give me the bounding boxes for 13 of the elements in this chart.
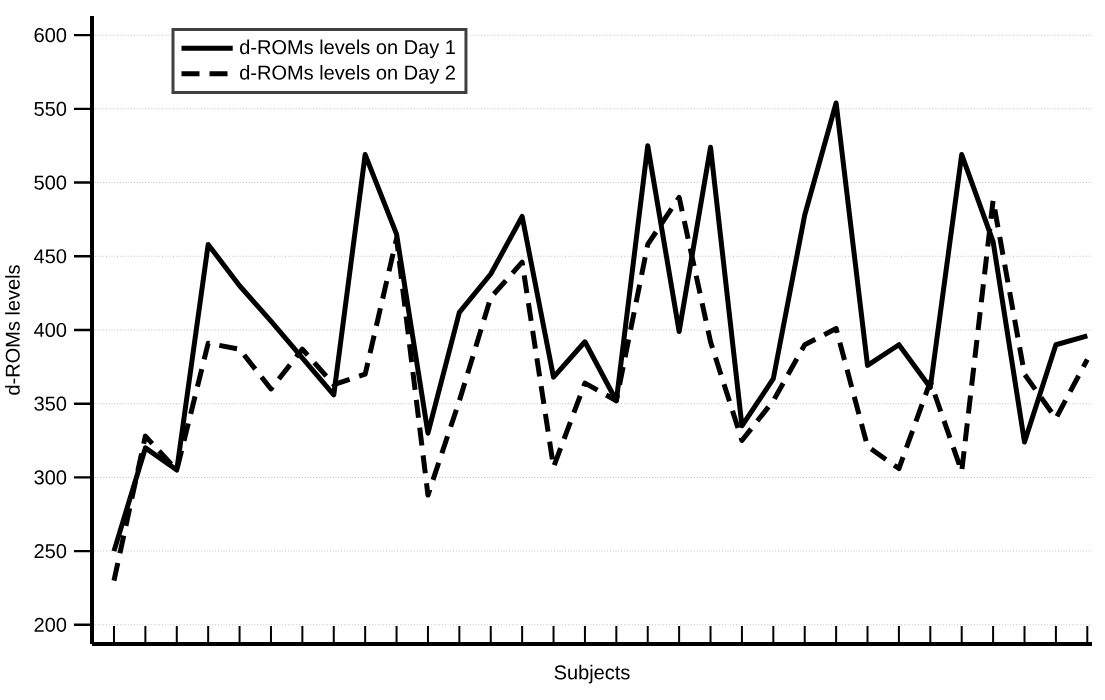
y-tick-label: 200	[34, 617, 67, 632]
y-tick-label: 550	[34, 101, 67, 116]
x-axis-title: Subjects	[554, 664, 630, 684]
y-axis-title: d-ROMs levels	[5, 265, 20, 395]
y-tick-label: 400	[34, 322, 67, 338]
y-tick-label: 300	[34, 470, 67, 485]
y-tick-label: 250	[34, 544, 67, 559]
y-tick-label: 600	[34, 28, 67, 43]
legend-label: d-ROMs levels on Day 1	[240, 39, 455, 59]
y-tick-label: 450	[34, 249, 67, 264]
y-tick-label: 350	[34, 396, 67, 411]
legend-label: d-ROMs levels on Day 2	[240, 65, 455, 84]
y-tick-label: 500	[34, 175, 67, 190]
